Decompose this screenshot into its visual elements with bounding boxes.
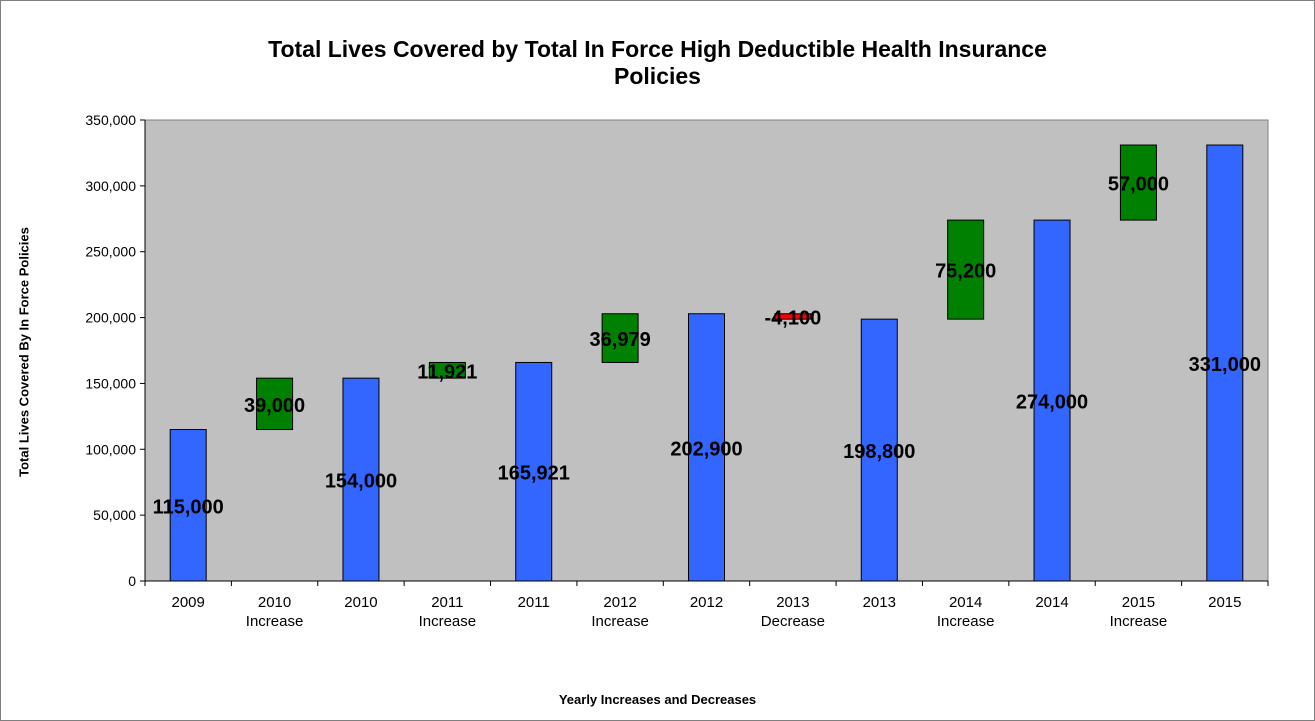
x-tick-label: 2014 [1035,594,1068,611]
bar-decrease [774,313,812,320]
x-tick-label: 2009 [172,594,205,611]
data-label: 11,921 [417,361,477,383]
y-tick-label: 100,000 [85,441,136,457]
data-label: 274,000 [1016,392,1088,414]
x-tick-label: 2010 [258,594,291,611]
x-tick-label: 2013 [776,594,809,611]
y-tick-label: 0 [128,573,136,589]
bar-increase [256,377,294,431]
x-tick-label: 2014 [949,594,982,611]
x-tick-label: 2015 [1122,594,1155,611]
bar-increase [428,361,466,379]
data-label: 154,000 [325,471,397,493]
data-label: 57,000 [1108,174,1169,196]
data-label: 165,921 [498,463,570,485]
bar-total [1033,219,1071,582]
y-tick-label: 150,000 [85,375,136,391]
data-label: -4,100 [765,307,822,329]
x-tick-label: 2012 [603,594,636,611]
x-tick-label: 2010 [344,594,377,611]
data-label: 39,000 [244,395,305,417]
x-tick-label: 2015 [1208,594,1241,611]
data-label: 202,900 [670,438,742,460]
y-axis-label: Total Lives Covered By In Force Policies [16,227,32,477]
bar-increase [947,219,985,320]
y-tick-label: 200,000 [85,310,136,326]
x-tick-label: 2012 [690,594,723,611]
data-label: 331,000 [1189,354,1261,376]
x-tick-label: Decrease [761,613,825,630]
bar-increase [601,313,639,363]
data-label: 36,979 [590,329,651,351]
x-tick-label: Increase [937,613,995,630]
chart-title-line-1: Total Lives Covered by Total In Force Hi… [268,36,1047,62]
y-tick-label: 50,000 [93,507,136,523]
y-tick-label: 300,000 [85,178,136,194]
y-tick-label: 250,000 [85,244,136,260]
x-tick-label: 2011 [431,594,463,611]
x-tick-label: Increase [1110,613,1168,630]
bar-total [169,429,207,582]
chart-title: Total Lives Covered by Total In Force Hi… [0,36,1315,90]
data-label: 75,200 [935,261,996,283]
bar-increase [1119,144,1157,221]
x-tick-label: Increase [419,613,477,630]
bar-total [515,361,553,582]
x-tick-label: 2011 [518,594,550,611]
chart-title-line-2: Policies [614,63,701,89]
bar-total [342,377,380,582]
bar-total [688,313,725,582]
y-tick-label: 350,000 [85,112,136,128]
bar-total [1206,144,1244,582]
x-tick-label: Increase [246,613,304,630]
bar-total [860,318,898,582]
x-axis-label: Yearly Increases and Decreases [558,692,757,707]
data-label: 198,800 [843,441,915,463]
x-tick-label: Increase [591,613,649,630]
x-tick-label: 2013 [863,594,896,611]
data-label: 115,000 [153,496,224,518]
